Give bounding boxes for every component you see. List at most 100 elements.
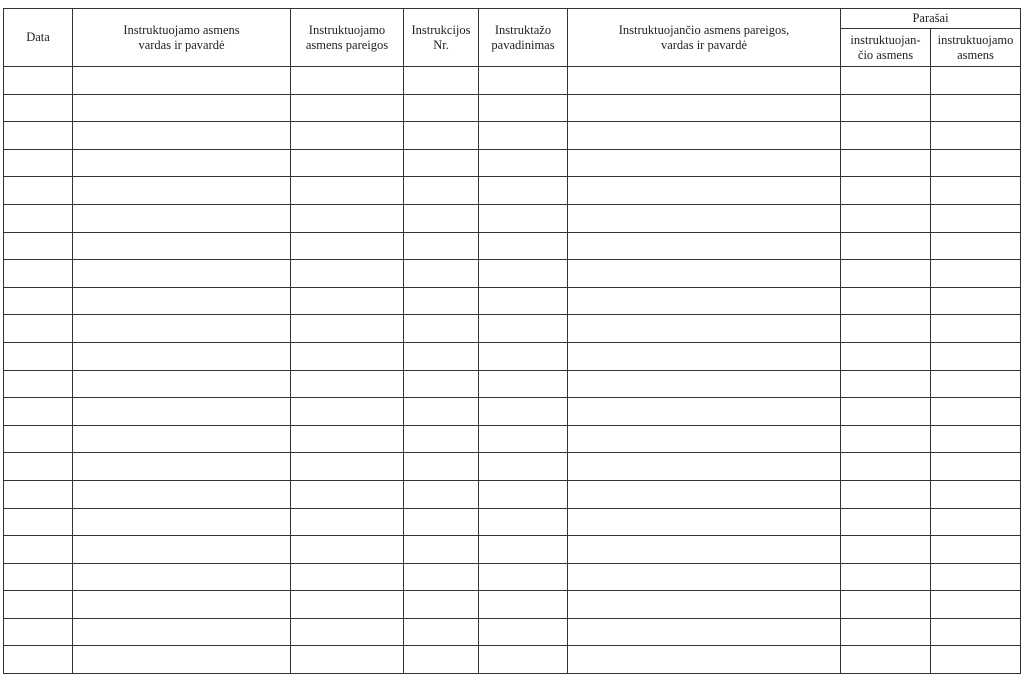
cell-signature-trainee[interactable] [929, 590, 1022, 619]
cell-trainee-position[interactable] [290, 341, 404, 371]
cell-instructor[interactable] [567, 121, 841, 150]
cell-trainee-name[interactable] [72, 66, 291, 95]
cell-signature-instructor[interactable] [840, 231, 931, 261]
cell-signature-trainee[interactable] [929, 66, 1022, 95]
cell-instruction-no[interactable] [403, 259, 479, 288]
cell-trainee-position[interactable] [290, 231, 404, 261]
cell-instruction-no[interactable] [403, 121, 479, 150]
cell-instructor[interactable] [567, 562, 841, 592]
cell-briefing-name[interactable] [478, 231, 568, 261]
cell-trainee-position[interactable] [290, 203, 404, 233]
cell-instruction-no[interactable] [403, 452, 479, 481]
cell-briefing-name[interactable] [478, 93, 568, 123]
cell-instruction-no[interactable] [403, 176, 479, 205]
cell-signature-instructor[interactable] [840, 341, 931, 371]
cell-signature-instructor[interactable] [840, 535, 931, 564]
cell-instructor[interactable] [567, 617, 841, 647]
cell-signature-instructor[interactable] [840, 259, 931, 288]
cell-briefing-name[interactable] [478, 479, 568, 509]
cell-briefing-name[interactable] [478, 66, 568, 95]
cell-instructor[interactable] [567, 369, 841, 399]
cell-signature-trainee[interactable] [929, 203, 1022, 233]
cell-instructor[interactable] [567, 507, 841, 537]
cell-instruction-no[interactable] [403, 590, 479, 619]
cell-instructor[interactable] [567, 535, 841, 564]
cell-signature-trainee[interactable] [929, 617, 1022, 647]
cell-instructor[interactable] [567, 259, 841, 288]
cell-signature-instructor[interactable] [840, 397, 931, 426]
cell-trainee-position[interactable] [290, 176, 404, 205]
cell-trainee-name[interactable] [72, 121, 291, 150]
cell-trainee-position[interactable] [290, 562, 404, 592]
cell-date[interactable] [3, 66, 73, 95]
cell-signature-instructor[interactable] [840, 479, 931, 509]
cell-signature-instructor[interactable] [840, 176, 931, 205]
cell-date[interactable] [3, 645, 73, 675]
cell-date[interactable] [3, 121, 73, 150]
cell-instructor[interactable] [567, 424, 841, 454]
cell-signature-instructor[interactable] [840, 203, 931, 233]
cell-signature-trainee[interactable] [929, 93, 1022, 123]
cell-trainee-name[interactable] [72, 259, 291, 288]
cell-briefing-name[interactable] [478, 286, 568, 316]
cell-instructor[interactable] [567, 66, 841, 95]
cell-briefing-name[interactable] [478, 424, 568, 454]
cell-trainee-name[interactable] [72, 231, 291, 261]
cell-signature-trainee[interactable] [929, 507, 1022, 537]
cell-signature-instructor[interactable] [840, 452, 931, 481]
cell-date[interactable] [3, 93, 73, 123]
cell-briefing-name[interactable] [478, 535, 568, 564]
cell-signature-instructor[interactable] [840, 314, 931, 343]
cell-briefing-name[interactable] [478, 176, 568, 205]
cell-instruction-no[interactable] [403, 424, 479, 454]
cell-date[interactable] [3, 314, 73, 343]
cell-instruction-no[interactable] [403, 341, 479, 371]
cell-trainee-name[interactable] [72, 617, 291, 647]
cell-instructor[interactable] [567, 341, 841, 371]
cell-trainee-position[interactable] [290, 645, 404, 675]
cell-trainee-name[interactable] [72, 452, 291, 481]
cell-instruction-no[interactable] [403, 479, 479, 509]
cell-signature-instructor[interactable] [840, 286, 931, 316]
cell-signature-trainee[interactable] [929, 535, 1022, 564]
cell-instructor[interactable] [567, 148, 841, 178]
cell-briefing-name[interactable] [478, 452, 568, 481]
cell-instruction-no[interactable] [403, 314, 479, 343]
cell-signature-trainee[interactable] [929, 259, 1022, 288]
cell-date[interactable] [3, 424, 73, 454]
cell-signature-trainee[interactable] [929, 562, 1022, 592]
cell-trainee-position[interactable] [290, 424, 404, 454]
cell-signature-instructor[interactable] [840, 121, 931, 150]
cell-date[interactable] [3, 341, 73, 371]
cell-trainee-position[interactable] [290, 452, 404, 481]
cell-date[interactable] [3, 397, 73, 426]
cell-instruction-no[interactable] [403, 203, 479, 233]
cell-instruction-no[interactable] [403, 369, 479, 399]
cell-trainee-position[interactable] [290, 617, 404, 647]
cell-signature-instructor[interactable] [840, 66, 931, 95]
cell-signature-instructor[interactable] [840, 590, 931, 619]
cell-date[interactable] [3, 452, 73, 481]
cell-instruction-no[interactable] [403, 535, 479, 564]
cell-briefing-name[interactable] [478, 507, 568, 537]
cell-signature-trainee[interactable] [929, 341, 1022, 371]
cell-trainee-name[interactable] [72, 479, 291, 509]
cell-instructor[interactable] [567, 231, 841, 261]
cell-date[interactable] [3, 231, 73, 261]
cell-briefing-name[interactable] [478, 645, 568, 675]
cell-signature-instructor[interactable] [840, 562, 931, 592]
cell-instructor[interactable] [567, 590, 841, 619]
cell-trainee-position[interactable] [290, 314, 404, 343]
cell-instruction-no[interactable] [403, 286, 479, 316]
cell-briefing-name[interactable] [478, 562, 568, 592]
cell-trainee-position[interactable] [290, 121, 404, 150]
cell-trainee-position[interactable] [290, 590, 404, 619]
cell-signature-trainee[interactable] [929, 645, 1022, 675]
cell-date[interactable] [3, 148, 73, 178]
cell-signature-trainee[interactable] [929, 452, 1022, 481]
cell-instruction-no[interactable] [403, 562, 479, 592]
cell-signature-trainee[interactable] [929, 314, 1022, 343]
cell-instructor[interactable] [567, 452, 841, 481]
cell-trainee-name[interactable] [72, 286, 291, 316]
cell-instruction-no[interactable] [403, 231, 479, 261]
